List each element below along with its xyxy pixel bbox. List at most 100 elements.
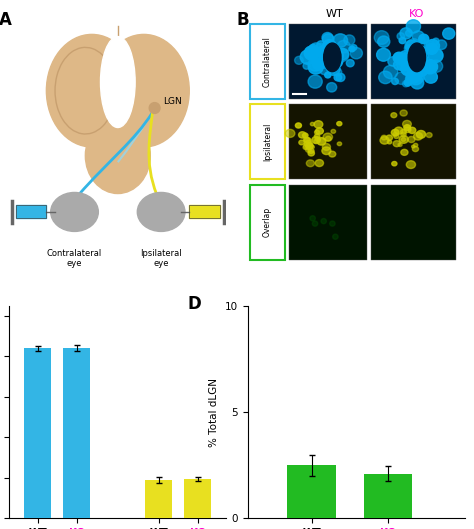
Ellipse shape <box>392 130 399 136</box>
Bar <box>16 205 46 218</box>
Ellipse shape <box>137 193 185 231</box>
Ellipse shape <box>334 74 342 81</box>
Ellipse shape <box>306 145 310 148</box>
Ellipse shape <box>394 127 403 134</box>
Ellipse shape <box>406 20 420 33</box>
Ellipse shape <box>351 44 357 50</box>
Ellipse shape <box>329 67 336 73</box>
Ellipse shape <box>328 44 337 53</box>
Ellipse shape <box>316 128 323 134</box>
Ellipse shape <box>418 75 424 81</box>
Ellipse shape <box>387 140 392 144</box>
Ellipse shape <box>314 53 321 60</box>
Ellipse shape <box>418 54 428 63</box>
Ellipse shape <box>306 143 313 149</box>
Ellipse shape <box>329 53 336 59</box>
Ellipse shape <box>328 49 343 62</box>
Ellipse shape <box>314 53 326 64</box>
Ellipse shape <box>393 52 405 63</box>
Text: B: B <box>237 11 250 29</box>
Bar <box>189 205 219 218</box>
Ellipse shape <box>408 49 417 58</box>
Ellipse shape <box>322 32 333 43</box>
Text: LGN: LGN <box>163 97 182 106</box>
Ellipse shape <box>350 48 363 59</box>
Ellipse shape <box>149 103 160 113</box>
Ellipse shape <box>324 43 341 71</box>
Ellipse shape <box>331 130 336 133</box>
Bar <box>16 205 46 218</box>
Ellipse shape <box>321 60 328 66</box>
Ellipse shape <box>321 218 327 224</box>
Ellipse shape <box>344 35 355 45</box>
Ellipse shape <box>412 31 424 42</box>
Ellipse shape <box>304 141 312 147</box>
Ellipse shape <box>333 34 347 47</box>
Ellipse shape <box>312 221 318 226</box>
Ellipse shape <box>401 130 407 134</box>
Ellipse shape <box>331 60 339 68</box>
Ellipse shape <box>323 133 333 141</box>
Ellipse shape <box>424 71 438 83</box>
Ellipse shape <box>379 71 392 84</box>
Y-axis label: % Total dLGN: % Total dLGN <box>210 378 219 446</box>
Ellipse shape <box>328 54 343 68</box>
Bar <box>64 349 91 518</box>
Ellipse shape <box>317 138 326 145</box>
Ellipse shape <box>401 149 408 156</box>
Ellipse shape <box>321 60 331 69</box>
Text: Overlap: Overlap <box>263 207 272 238</box>
Ellipse shape <box>428 49 443 62</box>
Ellipse shape <box>419 34 429 43</box>
Ellipse shape <box>303 145 309 150</box>
Ellipse shape <box>302 133 308 138</box>
Ellipse shape <box>300 50 316 64</box>
Ellipse shape <box>396 55 408 65</box>
Ellipse shape <box>323 40 337 52</box>
Ellipse shape <box>337 40 350 53</box>
Ellipse shape <box>294 56 303 65</box>
Ellipse shape <box>299 140 304 145</box>
Bar <box>287 466 336 518</box>
Ellipse shape <box>329 56 337 64</box>
Ellipse shape <box>336 54 343 61</box>
Ellipse shape <box>46 34 137 147</box>
Bar <box>250 185 285 260</box>
Ellipse shape <box>404 58 418 70</box>
Bar <box>289 104 367 179</box>
Ellipse shape <box>422 60 438 74</box>
Ellipse shape <box>399 51 413 63</box>
Bar <box>371 24 456 99</box>
Ellipse shape <box>406 30 412 37</box>
Ellipse shape <box>419 38 425 44</box>
Ellipse shape <box>414 54 425 65</box>
Ellipse shape <box>395 72 408 85</box>
Ellipse shape <box>408 43 426 71</box>
Ellipse shape <box>392 161 397 166</box>
Ellipse shape <box>335 49 349 62</box>
Ellipse shape <box>325 72 331 78</box>
Ellipse shape <box>315 137 320 141</box>
Ellipse shape <box>391 113 397 117</box>
Ellipse shape <box>304 142 313 150</box>
Text: Contralateral: Contralateral <box>263 36 272 87</box>
Ellipse shape <box>85 118 150 194</box>
Ellipse shape <box>437 40 447 50</box>
Ellipse shape <box>414 63 428 77</box>
Ellipse shape <box>98 34 189 147</box>
Ellipse shape <box>333 234 338 239</box>
Bar <box>250 104 285 179</box>
Text: Ipsilateral: Ipsilateral <box>263 123 272 161</box>
Ellipse shape <box>51 193 98 231</box>
Bar <box>289 24 367 99</box>
Ellipse shape <box>295 123 301 128</box>
Ellipse shape <box>383 66 398 79</box>
Ellipse shape <box>429 60 443 72</box>
Ellipse shape <box>406 161 416 168</box>
Ellipse shape <box>401 138 406 141</box>
Bar <box>289 185 367 260</box>
Ellipse shape <box>405 75 415 84</box>
Ellipse shape <box>413 133 422 140</box>
Bar <box>189 205 219 218</box>
Ellipse shape <box>310 43 323 55</box>
